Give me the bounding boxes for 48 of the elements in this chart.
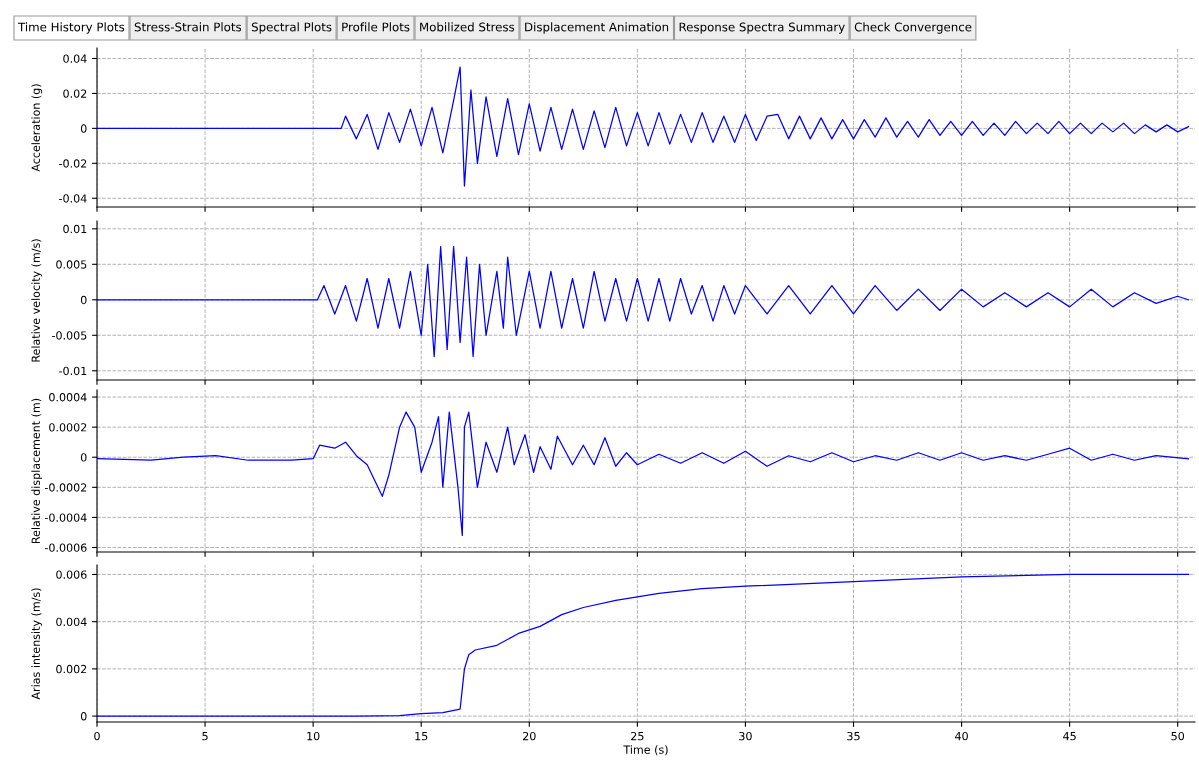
- y-tick-label: 0.0004: [49, 393, 87, 402]
- y-tick-label: 0: [80, 295, 87, 305]
- line-series: [97, 66, 1190, 187]
- y-axis-title: Acceleration (g): [31, 84, 43, 172]
- y-tick-label: 0: [80, 124, 87, 133]
- x-tick-label: 20: [523, 731, 536, 741]
- y-tick-label: -0.005: [52, 331, 87, 340]
- x-tick-label: 30: [739, 731, 752, 741]
- line-series: [97, 411, 1190, 537]
- x-tick-label: 50: [1171, 731, 1185, 741]
- x-tick-label: 5: [202, 732, 208, 741]
- text: Response Spectra Summary: [679, 22, 845, 34]
- x-tick-label: 35: [847, 731, 860, 741]
- line-series: [97, 245, 1190, 358]
- y-tick-label: 0.01: [63, 224, 87, 234]
- text: Stress-Strain Plots: [134, 22, 242, 32]
- y-tick-label: 0.004: [56, 617, 87, 627]
- x-tick-label: 0: [94, 731, 100, 741]
- y-axis-title: Arias intensity (m/s): [31, 588, 43, 700]
- x-tick-label: 40: [955, 731, 968, 741]
- y-tick-label: -0.0004: [44, 513, 87, 522]
- text: Mobilized Stress: [420, 22, 515, 32]
- x-tick-label: 25: [631, 731, 644, 741]
- y-tick-label: 0.005: [56, 260, 87, 269]
- text: Time History Plots: [17, 22, 125, 34]
- text: Profile Plots: [342, 22, 410, 32]
- x-tick-label: 45: [1063, 732, 1076, 741]
- x-tick-label: 15: [415, 732, 428, 741]
- x-tick-label: 10: [307, 731, 320, 741]
- y-tick-label: 0: [80, 712, 87, 721]
- y-tick-label: 0.002: [56, 664, 87, 674]
- x-axis-title: Time (s): [623, 745, 668, 756]
- y-tick-label: 0: [80, 453, 87, 462]
- y-tick-label: 0.02: [63, 89, 87, 98]
- text: Displacement Animation: [525, 22, 669, 34]
- y-tick-label: -0.0002: [44, 483, 87, 492]
- y-tick-label: 0.04: [63, 54, 87, 63]
- text: Spectral Plots: [251, 22, 332, 34]
- y-tick-label: -0.0006: [44, 543, 87, 552]
- y-tick-label: -0.04: [59, 194, 87, 203]
- y-axis-title: Relative displacement (m): [31, 398, 43, 544]
- y-tick-label: 0.006: [56, 570, 87, 579]
- y-tick-label: -0.02: [59, 159, 87, 168]
- y-tick-label: 0.0002: [49, 423, 87, 432]
- y-axis-title: Relative velocity (m/s): [31, 239, 43, 362]
- text: Check Convergence: [854, 22, 972, 34]
- line-series: [97, 573, 1190, 717]
- y-tick-label: -0.01: [59, 366, 87, 376]
